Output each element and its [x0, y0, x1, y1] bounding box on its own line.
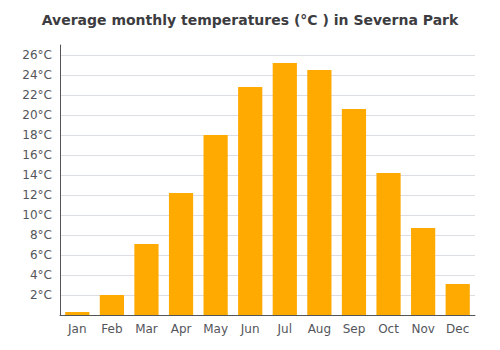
svg-text:Apr: Apr	[171, 322, 192, 336]
svg-text:2°C: 2°C	[30, 288, 52, 302]
svg-text:4°C: 4°C	[30, 268, 52, 282]
svg-text:Aug: Aug	[308, 322, 331, 336]
svg-text:10°C: 10°C	[22, 208, 52, 222]
svg-text:8°C: 8°C	[30, 228, 52, 242]
svg-text:26°C: 26°C	[22, 48, 52, 62]
svg-text:Jul: Jul	[277, 322, 292, 336]
svg-text:Dec: Dec	[446, 322, 469, 336]
svg-text:Average monthly temperatures (: Average monthly temperatures (°C ) in Se…	[42, 12, 459, 28]
svg-text:6°C: 6°C	[30, 248, 52, 262]
svg-text:16°C: 16°C	[22, 148, 52, 162]
svg-text:Mar: Mar	[135, 322, 158, 336]
svg-text:Jan: Jan	[67, 322, 87, 336]
svg-text:Sep: Sep	[343, 322, 366, 336]
svg-text:22°C: 22°C	[22, 88, 52, 102]
svg-text:Jun: Jun	[240, 322, 260, 336]
svg-text:14°C: 14°C	[22, 168, 52, 182]
svg-text:Feb: Feb	[101, 322, 122, 336]
svg-text:18°C: 18°C	[22, 128, 52, 142]
svg-text:May: May	[203, 322, 228, 336]
svg-text:Nov: Nov	[411, 322, 434, 336]
svg-text:24°C: 24°C	[22, 68, 52, 82]
svg-text:20°C: 20°C	[22, 108, 52, 122]
svg-text:Oct: Oct	[378, 322, 399, 336]
svg-text:12°C: 12°C	[22, 188, 52, 202]
